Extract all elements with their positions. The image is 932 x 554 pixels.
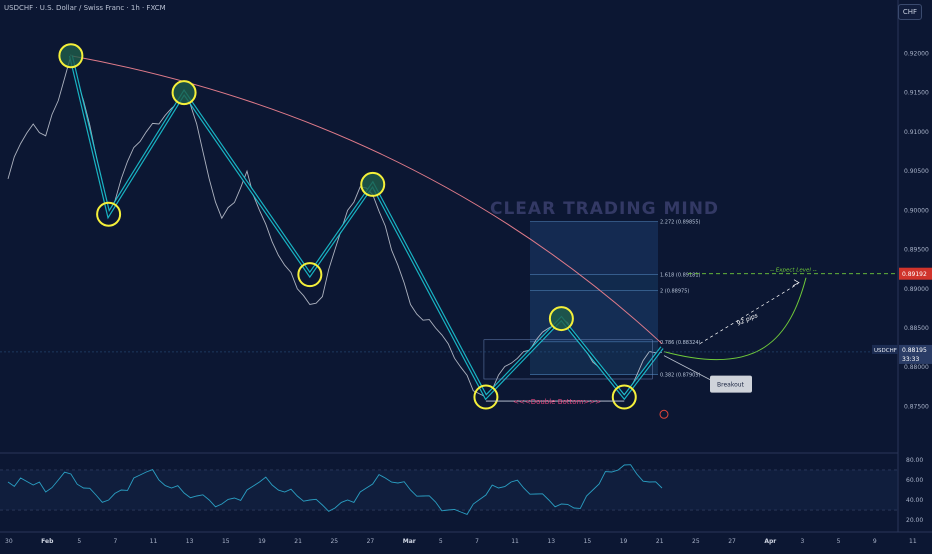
rsi-tick-label: 80.00: [906, 457, 923, 464]
pivot-circle: [297, 262, 323, 288]
time-tick-label: 11: [150, 538, 158, 545]
resistance-curve: [70, 55, 663, 345]
target-price-tag: [899, 267, 932, 280]
time-tick-label: 3: [801, 538, 805, 545]
time-tick-label: 5: [439, 538, 443, 545]
pivot-circle: [96, 201, 122, 227]
double-bottom-label: <<<Double Bottom>>>: [513, 398, 601, 406]
time-tick-label: Feb: [41, 538, 54, 545]
pips-arrowhead: [792, 279, 800, 287]
time-tick-label: 25: [692, 538, 700, 545]
currency-button[interactable]: CHF: [898, 4, 922, 20]
time-tick-label: 11: [511, 538, 519, 545]
fib-level-label: 0.786 (0.88324): [660, 340, 701, 346]
alert-icon: [659, 409, 669, 419]
time-tick-label: 19: [258, 538, 266, 545]
price-tick-label: 0.90500: [904, 168, 929, 175]
price-tick-label: 0.89000: [904, 286, 929, 293]
time-tick-label: 13: [186, 538, 194, 545]
current-price-label: 0.88195: [902, 347, 927, 354]
price-tick-label: 0.90000: [904, 207, 929, 214]
fib-level-label: 2 (0.88975): [660, 289, 689, 295]
time-tick-label: 19: [620, 538, 628, 545]
fib-level-label: 0.382 (0.87905): [660, 373, 701, 379]
current-symbol-tag: [872, 344, 898, 354]
watermark-text: CLEAR TRADING MIND: [490, 199, 719, 219]
time-tick-label: 25: [330, 538, 338, 545]
countdown-label: 33:33: [902, 356, 919, 363]
price-tick-label: 0.91500: [904, 90, 929, 97]
rsi-tick-label: 40.00: [906, 497, 923, 504]
price-tick-label: 0.91000: [904, 129, 929, 136]
time-tick-label: 11: [909, 538, 917, 545]
time-tick-label: 21: [656, 538, 664, 545]
time-tick-label: Apr: [764, 538, 776, 545]
current-symbol-label: USDCHF: [874, 348, 897, 354]
time-tick-label: 21: [294, 538, 302, 545]
time-tick-label: 27: [367, 538, 375, 545]
fib-zone: [530, 274, 658, 291]
rsi-tick-label: 20.00: [906, 517, 923, 524]
rsi-line: [7, 464, 663, 515]
time-tick-label: 13: [547, 538, 555, 545]
price-tick-label: 0.92000: [904, 50, 929, 57]
pivot-circle: [58, 43, 84, 69]
breakout-box: [710, 375, 752, 393]
price-tick-label: 0.88500: [904, 325, 929, 332]
pattern-range-box: [483, 339, 653, 380]
pips-measure-line: [699, 283, 799, 344]
pivot-circle: [360, 171, 386, 197]
price-tick-label: 0.87500: [904, 403, 929, 410]
fib-level-label: 2.272 (0.89855): [660, 220, 701, 226]
pivot-circle: [473, 384, 499, 410]
price-tick-label: 0.88000: [904, 364, 929, 371]
fib-level-label: 1.618 (0.89181): [660, 273, 701, 279]
time-tick-label: 9: [873, 538, 877, 545]
time-tick-label: 5: [77, 538, 81, 545]
projection-curve: [663, 277, 807, 361]
breakout-label: Breakout: [717, 382, 745, 389]
price-tick-label: 0.89500: [904, 247, 929, 254]
symbol-title: USDCHF · U.S. Dollar / Swiss Franc · 1h …: [4, 4, 166, 12]
fib-zone: [530, 221, 658, 275]
time-tick-label: Mar: [403, 538, 416, 545]
rsi-tick-label: 60.00: [906, 477, 923, 484]
pivot-circle: [171, 80, 197, 106]
time-tick-label: 15: [222, 538, 230, 545]
rsi-band-fill: [0, 470, 898, 510]
time-tick-label: 27: [728, 538, 736, 545]
pivot-circle: [548, 306, 574, 332]
time-tick-label: 7: [113, 538, 117, 545]
time-tick-label: 30: [5, 538, 13, 545]
time-tick-label: 15: [584, 538, 592, 545]
time-tick-label: 7: [475, 538, 479, 545]
current-price-tag: [899, 344, 932, 364]
time-tick-label: 5: [837, 538, 841, 545]
expect-level-label: -- Expect Level --: [770, 268, 817, 274]
pivot-circle: [611, 384, 637, 410]
breakout-pointer: [663, 355, 711, 380]
target-price-label: 0.89192: [902, 271, 927, 278]
